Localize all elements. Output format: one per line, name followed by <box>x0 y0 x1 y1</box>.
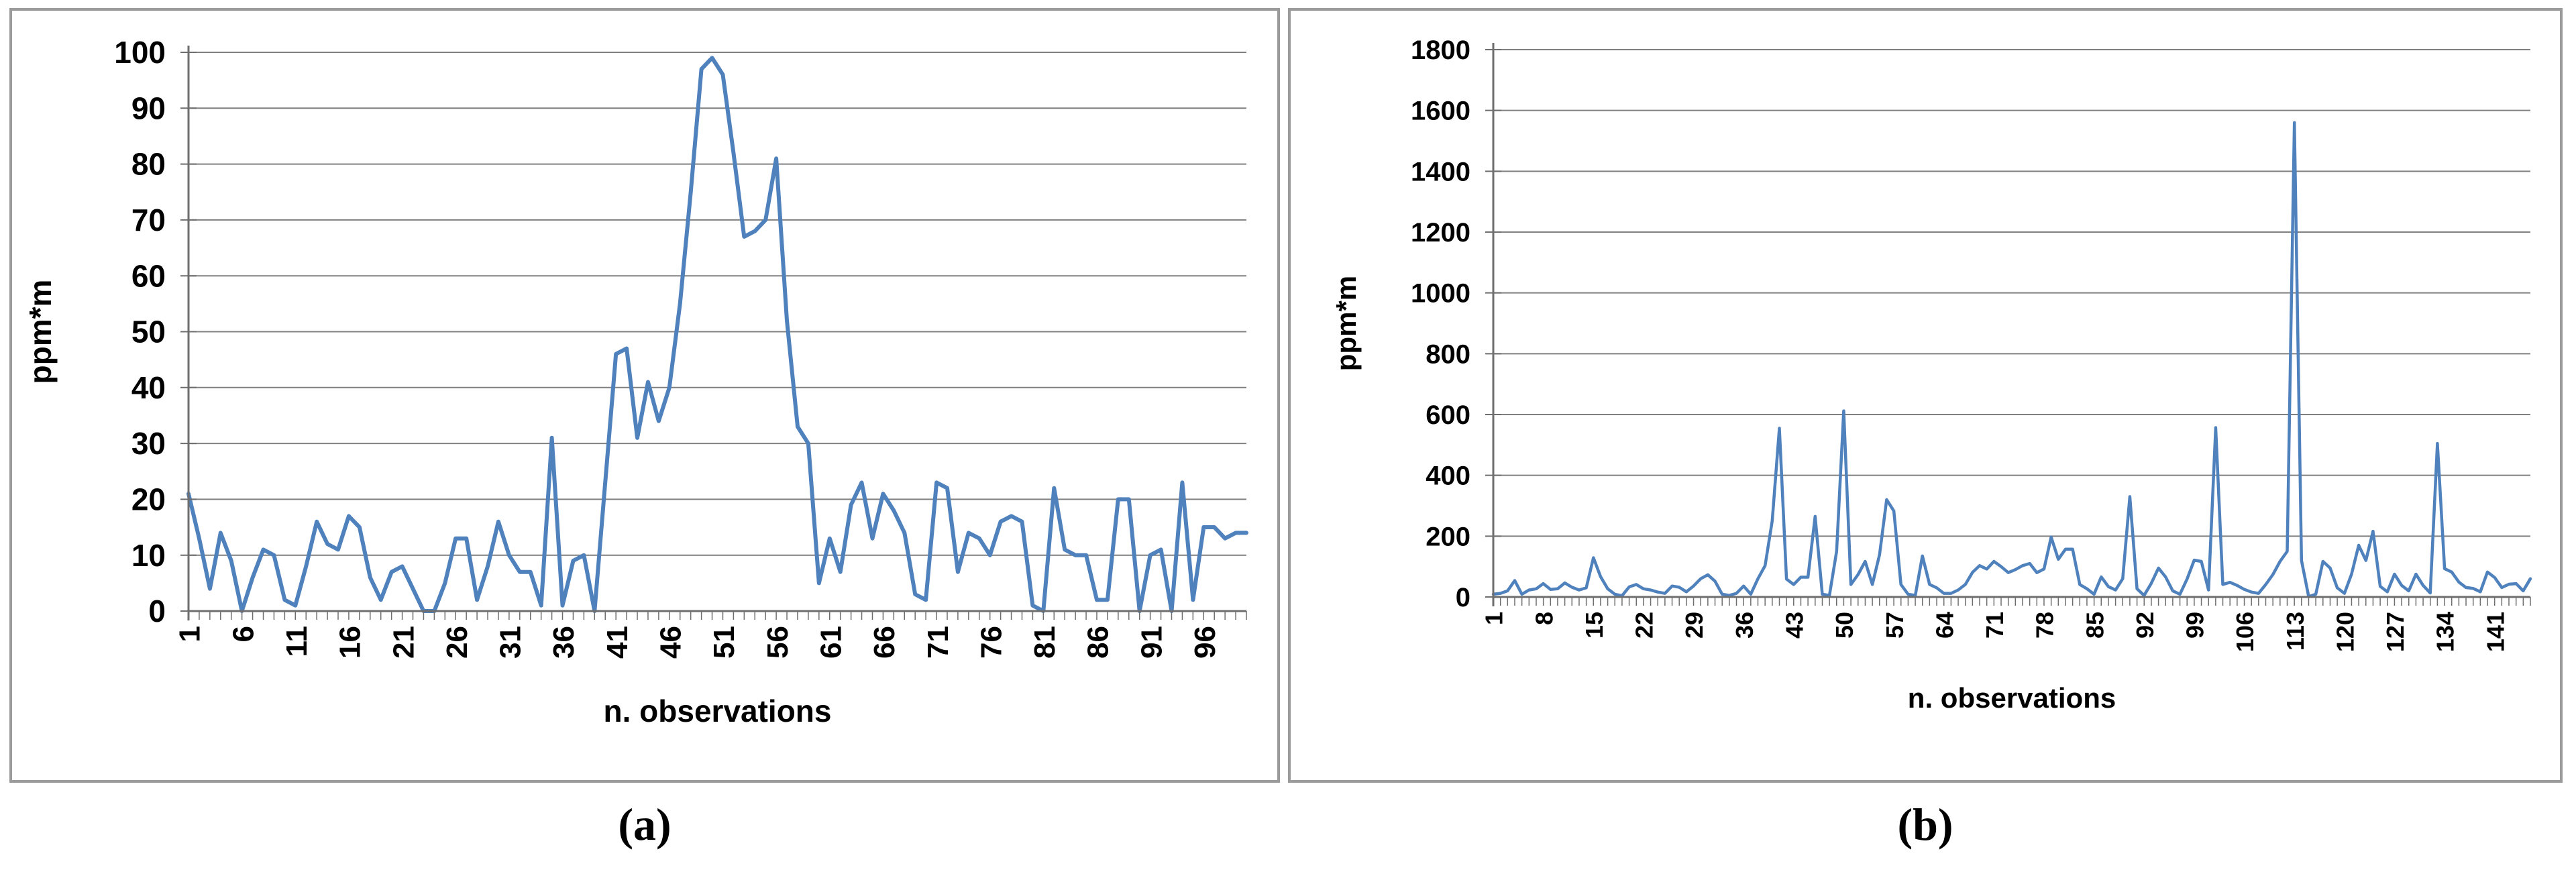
y-tick-label: 1400 <box>1411 157 1470 186</box>
y-tick-label: 90 <box>131 91 166 125</box>
y-tick-label: 400 <box>1426 461 1470 491</box>
y-tick-label: 60 <box>131 258 166 293</box>
x-tick-label: 43 <box>1780 612 1808 639</box>
x-tick-label: 51 <box>708 626 741 659</box>
axes-group <box>180 46 1247 620</box>
x-tick-label: 26 <box>441 626 474 659</box>
data-line-a <box>186 56 1248 613</box>
x-tick-label: 76 <box>975 626 1008 659</box>
y-tick-label: 30 <box>131 426 166 461</box>
x-tick-label: 85 <box>2081 612 2108 639</box>
x-tick-label: 66 <box>868 626 901 659</box>
y-tick-label: 40 <box>131 370 166 405</box>
y-tick-label: 50 <box>131 315 166 349</box>
axes-group <box>1485 43 2531 606</box>
x-tick-label: 106 <box>2231 612 2259 652</box>
x-tick-label: 6 <box>227 626 260 642</box>
x-axis-title: n. observations <box>1908 682 2116 714</box>
x-tick-label: 15 <box>1580 612 1608 639</box>
x-tick-label: 46 <box>655 626 688 659</box>
x-tick-label: 99 <box>2182 612 2209 639</box>
y-tick-label: 0 <box>1456 583 1470 612</box>
y-axis-title: ppm*m <box>23 280 58 384</box>
caption-a: (a) <box>618 799 672 850</box>
x-tick-label: 21 <box>387 626 420 659</box>
x-tick-label: 141 <box>2481 612 2509 652</box>
x-tick-label: 50 <box>1831 612 1858 639</box>
x-tick-label: 127 <box>2381 612 2409 652</box>
y-tick-label: 600 <box>1426 400 1470 430</box>
y-tick-label: 800 <box>1426 339 1470 369</box>
y-tick-label: 0 <box>148 594 166 628</box>
gridlines-group <box>189 52 1246 556</box>
x-tick-label: 56 <box>761 626 794 659</box>
chart-panel-a: 0 10 20 30 40 50 60 70 80 90 100 1 6 11 16 21 26 31 36 41 46… <box>9 8 1280 783</box>
y-tick-label: 70 <box>131 203 166 237</box>
y-axis-title: ppm*m <box>1330 276 1362 371</box>
x-tick-label: 71 <box>922 626 955 659</box>
x-tick-label: 64 <box>1931 612 1958 639</box>
y-tick-label: 1800 <box>1411 36 1470 65</box>
x-tick-label: 81 <box>1028 626 1061 659</box>
x-tick-label: 71 <box>1981 612 2008 639</box>
data-series-group <box>186 56 1248 613</box>
x-axis-title: n. observations <box>604 694 832 728</box>
x-tick-label: 36 <box>1731 612 1758 639</box>
x-tick-label: 36 <box>547 626 580 659</box>
labels-group: 0 200 400 600 800 1000 1200 1400 1600 1800 1 8 15 22 2… <box>1330 36 2509 714</box>
chart-panel-b: 0 200 400 600 800 1000 1200 1400 1600 1800 1 8 15 22 2… <box>1288 8 2563 783</box>
x-tick-label: 29 <box>1680 612 1708 639</box>
y-tick-label: 200 <box>1426 522 1470 551</box>
x-tick-label: 86 <box>1082 626 1115 659</box>
x-tick-label: 41 <box>601 626 634 659</box>
data-series-group <box>1491 121 2532 598</box>
y-tick-label: 1600 <box>1411 97 1470 126</box>
caption-b: (b) <box>1897 799 1953 850</box>
y-tick-label: 1000 <box>1411 279 1470 309</box>
x-tick-label: 91 <box>1135 626 1168 659</box>
x-tick-label: 61 <box>814 626 847 659</box>
x-tick-label: 120 <box>2331 612 2359 652</box>
x-tick-label: 134 <box>2432 612 2459 652</box>
x-tick-label: 22 <box>1631 612 1658 639</box>
x-tick-label: 31 <box>494 626 527 659</box>
y-tick-label: 10 <box>131 538 166 573</box>
x-tick-label: 1 <box>1481 612 1508 625</box>
x-tick-label: 96 <box>1189 626 1222 659</box>
x-tick-label: 8 <box>1530 612 1558 625</box>
gridlines-group <box>1493 49 2530 537</box>
y-tick-label: 20 <box>131 482 166 517</box>
y-tick-label: 80 <box>131 147 166 182</box>
x-tick-label: 113 <box>2282 612 2309 651</box>
x-tick-label: 92 <box>2131 612 2159 639</box>
x-tick-label: 1 <box>174 626 207 642</box>
x-tick-label: 16 <box>334 626 367 659</box>
x-tick-label: 78 <box>2031 612 2059 639</box>
x-tick-label: 11 <box>280 626 313 657</box>
y-tick-label: 100 <box>114 35 166 70</box>
x-tick-label: 57 <box>1881 612 1909 639</box>
y-tick-label: 1200 <box>1411 218 1470 248</box>
line-chart-b: 0 200 400 600 800 1000 1200 1400 1600 1800 1 8 15 22 2… <box>1330 36 2532 714</box>
data-line-b <box>1491 121 2532 598</box>
